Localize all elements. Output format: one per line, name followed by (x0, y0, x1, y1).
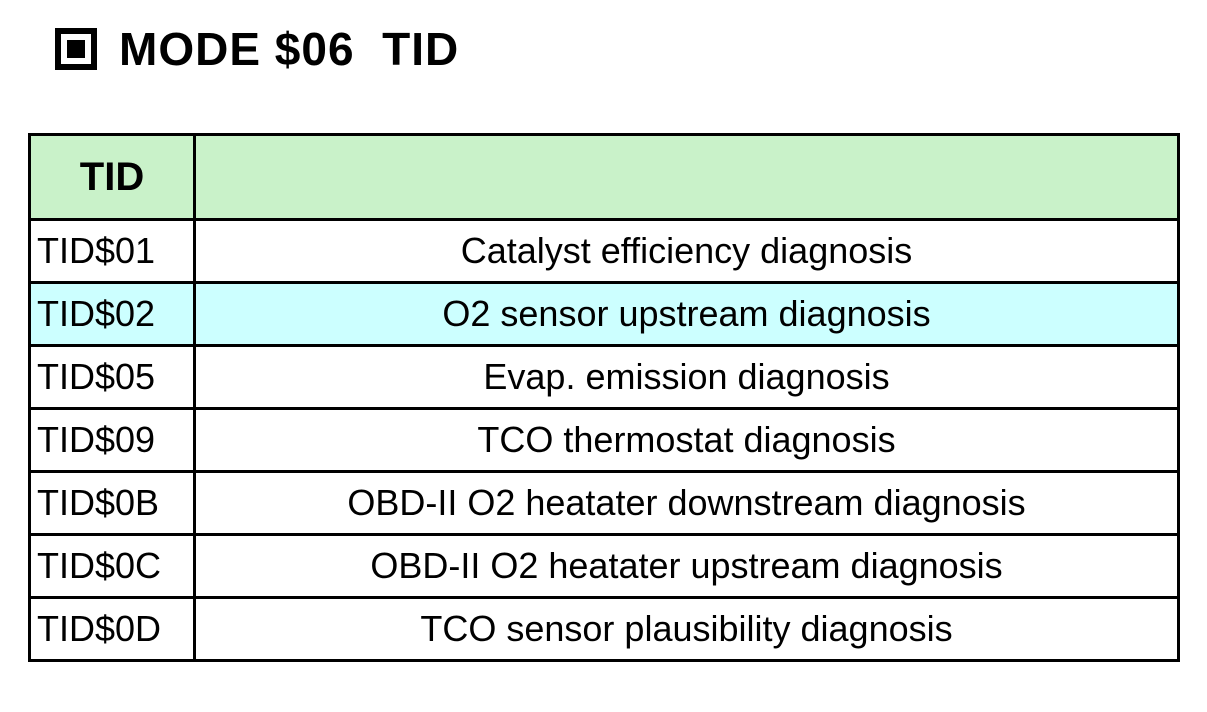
tid-cell: TID$0C (28, 533, 196, 599)
tid-cell: TID$05 (28, 344, 196, 410)
table-row: TID$01 Catalyst efficiency diagnosis (28, 218, 1180, 284)
table-row: TID$0B OBD-II O2 heatater downstream dia… (28, 470, 1180, 536)
tid-cell: TID$09 (28, 407, 196, 473)
square-bullet-icon (55, 28, 97, 70)
description-cell: Catalyst efficiency diagnosis (193, 218, 1180, 284)
table-row: TID$05 Evap. emission diagnosis (28, 344, 1180, 410)
table-row: TID$0C OBD-II O2 heatater upstream diagn… (28, 533, 1180, 599)
page-title: MODE $06 TID (55, 22, 459, 76)
table-row: TID$09 TCO thermostat diagnosis (28, 407, 1180, 473)
header-cell-description (193, 133, 1180, 221)
tid-cell: TID$02 (28, 281, 196, 347)
table-row: TID$0D TCO sensor plausibility diagnosis (28, 596, 1180, 662)
square-bullet-inner (67, 40, 85, 58)
header-cell-tid: TID (28, 133, 196, 221)
tid-cell: TID$0D (28, 596, 196, 662)
description-cell: OBD-II O2 heatater upstream diagnosis (193, 533, 1180, 599)
description-cell: O2 sensor upstream diagnosis (193, 281, 1180, 347)
tid-table: TID TID$01 Catalyst efficiency diagnosis… (28, 133, 1180, 662)
table-header-row: TID (28, 133, 1180, 221)
description-cell: OBD-II O2 heatater downstream diagnosis (193, 470, 1180, 536)
table-row: TID$02 O2 sensor upstream diagnosis (28, 281, 1180, 347)
tid-cell: TID$0B (28, 470, 196, 536)
page-title-text: MODE $06 TID (119, 23, 460, 75)
description-cell: Evap. emission diagnosis (193, 344, 1180, 410)
description-cell: TCO thermostat diagnosis (193, 407, 1180, 473)
description-cell: TCO sensor plausibility diagnosis (193, 596, 1180, 662)
tid-cell: TID$01 (28, 218, 196, 284)
